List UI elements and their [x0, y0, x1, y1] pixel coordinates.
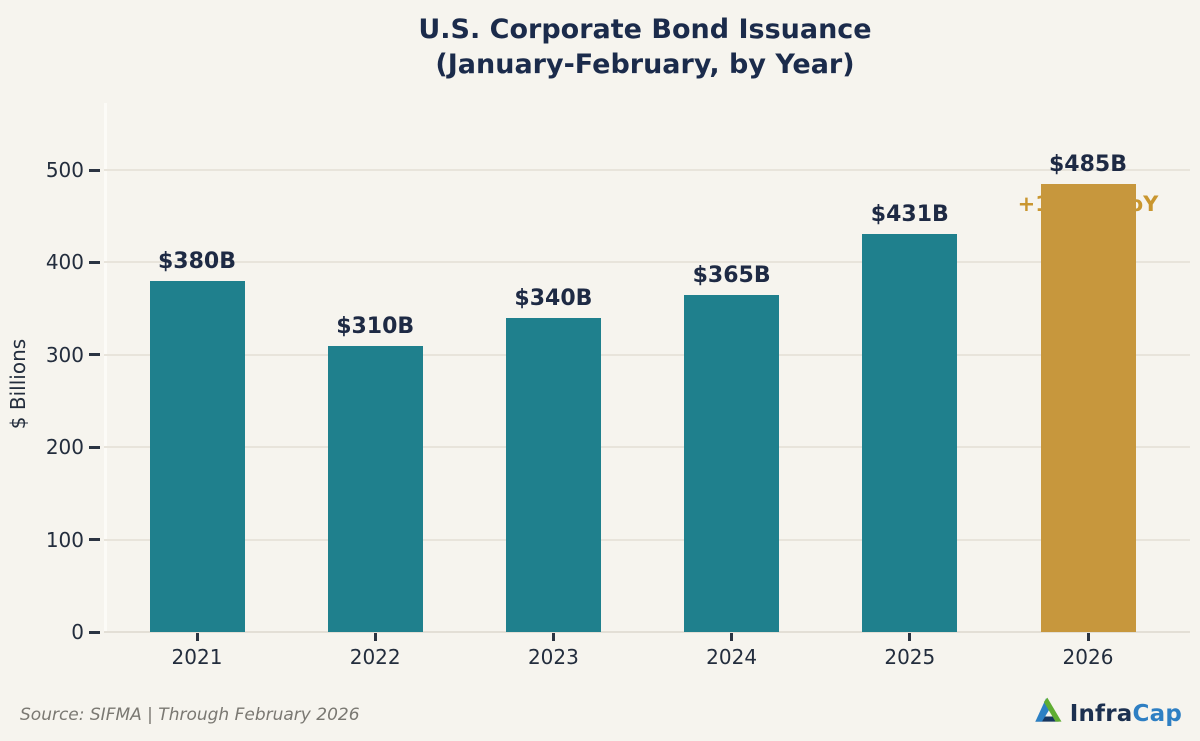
x-tick-2026: [1086, 633, 1090, 641]
x-tick-2021: [195, 633, 199, 641]
y-tick-label-100: 100: [45, 527, 84, 552]
y-tick-300: [89, 353, 100, 357]
bar-value-label-2021: $380B: [158, 248, 236, 274]
x-tick-2022: [373, 633, 377, 641]
y-tick-500: [89, 168, 100, 172]
x-tick-2024: [730, 633, 734, 641]
y-tick-0: [89, 630, 100, 634]
y-axis-spine: [104, 103, 107, 633]
logo-text-infra: Infra: [1069, 700, 1133, 727]
chart-title-line1: U.S. Corporate Bond Issuance: [418, 14, 872, 45]
y-tick-label-200: 200: [45, 435, 84, 460]
x-tick-label-2025: 2025: [884, 645, 936, 669]
chart-title-line2: (January-February, by Year): [435, 49, 855, 80]
gridline-300: [104, 353, 1190, 356]
bar-2023: [505, 317, 601, 632]
y-tick-label-400: 400: [45, 250, 84, 275]
infracap-triangle-icon: [1031, 697, 1063, 730]
y-tick-400: [89, 260, 100, 264]
bar-value-label-2023: $340B: [514, 285, 593, 311]
bar-2025: [862, 233, 958, 632]
x-tick-label-2023: 2023: [527, 645, 579, 669]
y-tick-200: [89, 445, 100, 449]
chart-title: U.S. Corporate Bond Issuance (January-Fe…: [104, 12, 1186, 82]
x-tick-label-2024: 2024: [706, 645, 758, 669]
infracap-logo: InfraCap: [1031, 697, 1182, 730]
bar-2021: [149, 280, 245, 632]
bar-2022: [327, 345, 423, 632]
x-tick-2025: [908, 633, 912, 641]
gridline-400: [104, 261, 1190, 264]
y-tick-100: [89, 538, 100, 542]
y-tick-label-300: 300: [45, 342, 84, 367]
y-tick-label-0: 0: [71, 620, 84, 644]
x-tick-label-2026: 2026: [1062, 645, 1114, 669]
bar-value-label-2024: $365B: [692, 262, 771, 288]
infracap-wordmark: InfraCap: [1070, 701, 1182, 727]
bar-value-label-2026: $485B: [1049, 151, 1127, 177]
bar-2024: [684, 294, 780, 632]
logo-text-cap: Cap: [1132, 700, 1182, 727]
x-tick-label-2022: 2022: [349, 645, 401, 669]
x-axis-baseline: [104, 631, 1190, 633]
gridline-200: [104, 446, 1190, 449]
source-note: Source: SIFMA | Through February 2026: [20, 705, 360, 725]
bar-value-label-2025: $431B: [870, 201, 949, 227]
gridline-100: [104, 538, 1190, 541]
x-tick-2023: [551, 633, 555, 641]
bar-value-label-2022: $310B: [336, 313, 415, 339]
x-tick-label-2021: 2021: [171, 645, 223, 669]
gridline-500: [104, 169, 1190, 171]
bar-2026: [1040, 183, 1136, 632]
y-tick-label-500: 500: [45, 158, 84, 182]
y-axis-title: $ Billions: [6, 338, 30, 430]
